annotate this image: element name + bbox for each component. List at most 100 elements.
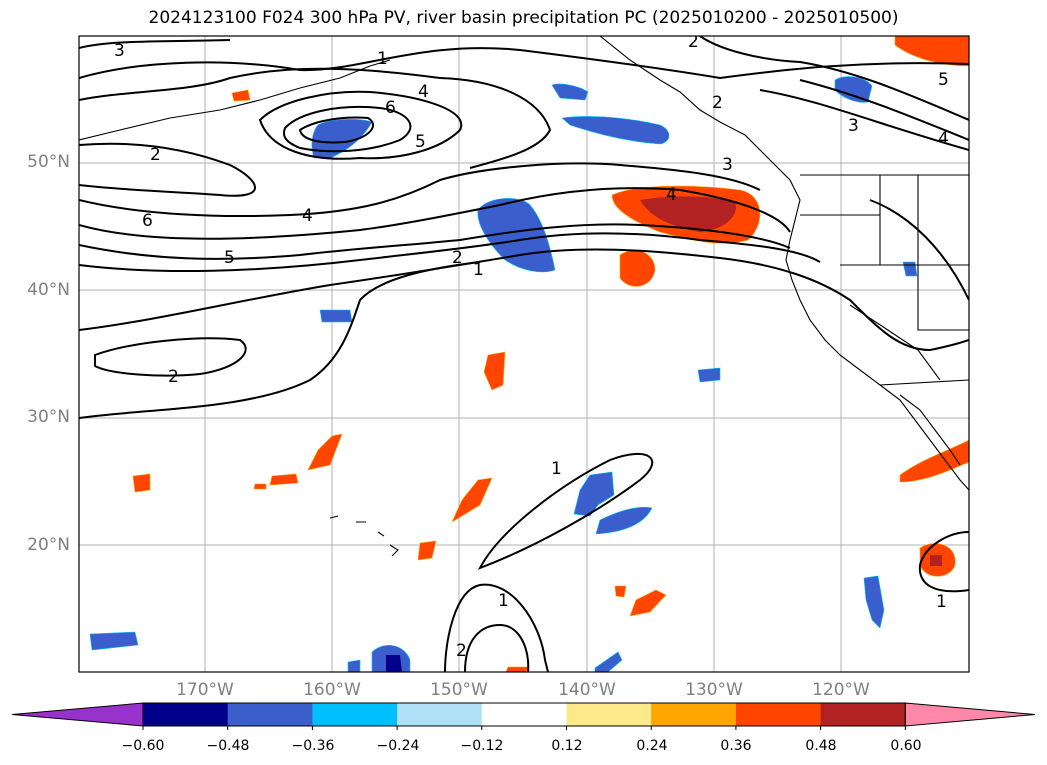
colorbar-bin [735,703,822,726]
north-america-coast [599,36,969,491]
colorbar [11,702,1036,730]
positive-anomaly [619,250,656,287]
lon-label: 160°W [303,680,361,700]
negative-anomaly [595,506,653,535]
colorbar-tick-label: −0.48 [206,738,250,754]
contour-label: 6 [385,98,396,118]
positive-anomaly [483,351,506,391]
contour-label: 3 [114,41,125,61]
colorbar-segments [11,702,1036,727]
hawaii-islands [329,515,399,557]
colorbar-bin [397,703,483,726]
contour-label: 5 [415,132,426,152]
positive-anomaly-core [640,196,736,232]
pv-contour [477,452,654,570]
colorbar-bin [566,703,652,726]
lon-label: 150°W [430,680,488,700]
contour-label: 2 [688,32,699,52]
negative-anomaly [561,116,670,145]
negative-anomaly [697,367,721,383]
lat-label: 50°N [27,152,70,172]
colorbar-tick-label: −0.36 [291,738,335,754]
colorbar-bin [312,703,398,726]
colorbar-bin [481,703,567,726]
us-mexico-border [879,379,969,386]
pv-contour [79,261,481,419]
contour-label: 2 [452,248,463,268]
colorbar-frame [142,702,906,727]
pv-contour [298,116,374,144]
positive-anomaly [899,439,969,483]
positive-anomaly [417,540,437,561]
pv-contour [79,162,761,218]
contour-label: 5 [938,70,949,90]
pv-contour [79,47,969,80]
colorbar-tick-label: 0.60 [890,738,922,754]
positive-anomaly [451,477,493,523]
map-canvas: 3 1 2 4 6 5 2 6 4 5 2 1 2 3 4 3 4 5 2 1 … [78,32,970,673]
lon-label: 140°W [558,680,616,700]
pv-contours [79,36,969,672]
pv-contour [79,67,552,169]
us-state-border [917,175,969,331]
colorbar-tick-label: −0.60 [121,738,165,754]
contour-labels: 3 1 2 4 6 5 2 6 4 5 2 1 2 3 4 3 4 5 2 1 … [114,32,949,661]
contour-label: 1 [551,459,562,479]
negative-anomaly-core [386,655,402,672]
pv-contour [799,79,969,141]
contour-label: 5 [224,248,235,268]
positive-anomaly [269,473,299,486]
colorbar-tick-label: 0.24 [636,738,668,754]
pv-contour [918,531,969,593]
negative-anomaly [319,309,353,323]
precip-anomaly-fills [89,36,969,672]
positive-anomaly [629,589,667,617]
contour-label: 4 [938,129,949,149]
pv-contour [464,623,530,672]
us-state-border [849,304,941,381]
pv-contour [282,105,412,153]
gridlines [79,36,969,672]
positive-anomaly [132,473,151,493]
lon-label: 120°W [812,680,870,700]
colorbar-extend-high [904,702,1036,727]
map-background [79,36,969,672]
contour-label: 2 [150,145,161,165]
baja-california [899,394,961,466]
coastlines [79,36,969,557]
lat-label: 40°N [27,280,70,300]
lat-label: 30°N [27,407,70,427]
colorbar-bin [651,703,737,726]
positive-anomaly [307,433,343,471]
pv-contour [444,583,549,672]
negative-anomaly [551,83,589,101]
contour-label: 1 [936,592,947,612]
colorbar-extend-low [11,702,144,727]
lat-label: 20°N [27,535,70,555]
contour-label: 4 [666,185,677,205]
pv-contour [79,39,231,49]
pv-contour [79,232,821,273]
pv-contour [79,248,969,352]
colorbar-tick-label: 0.36 [720,738,752,754]
pv-contour [258,90,463,160]
colorbar-bin [820,703,906,726]
contour-label: 2 [168,367,179,387]
positive-anomaly [231,89,251,102]
contour-label: 2 [456,641,467,661]
pv-contour [759,89,969,151]
contour-label: 1 [498,591,509,611]
lon-label: 130°W [685,680,743,700]
positive-anomaly-core [930,555,942,566]
contour-label: 3 [722,155,733,175]
colorbar-tick-label: 0.12 [551,738,583,754]
colorbar-tick-label: 0.48 [805,738,837,754]
colorbar-bin [143,703,229,726]
contour-label: 4 [302,206,313,226]
pv-contour [699,36,969,121]
positive-anomaly [505,666,529,672]
colorbar-tick-label: −0.24 [376,738,420,754]
colorbar-bin [227,703,313,726]
contour-label: 1 [473,260,484,280]
negative-anomaly [594,651,623,672]
